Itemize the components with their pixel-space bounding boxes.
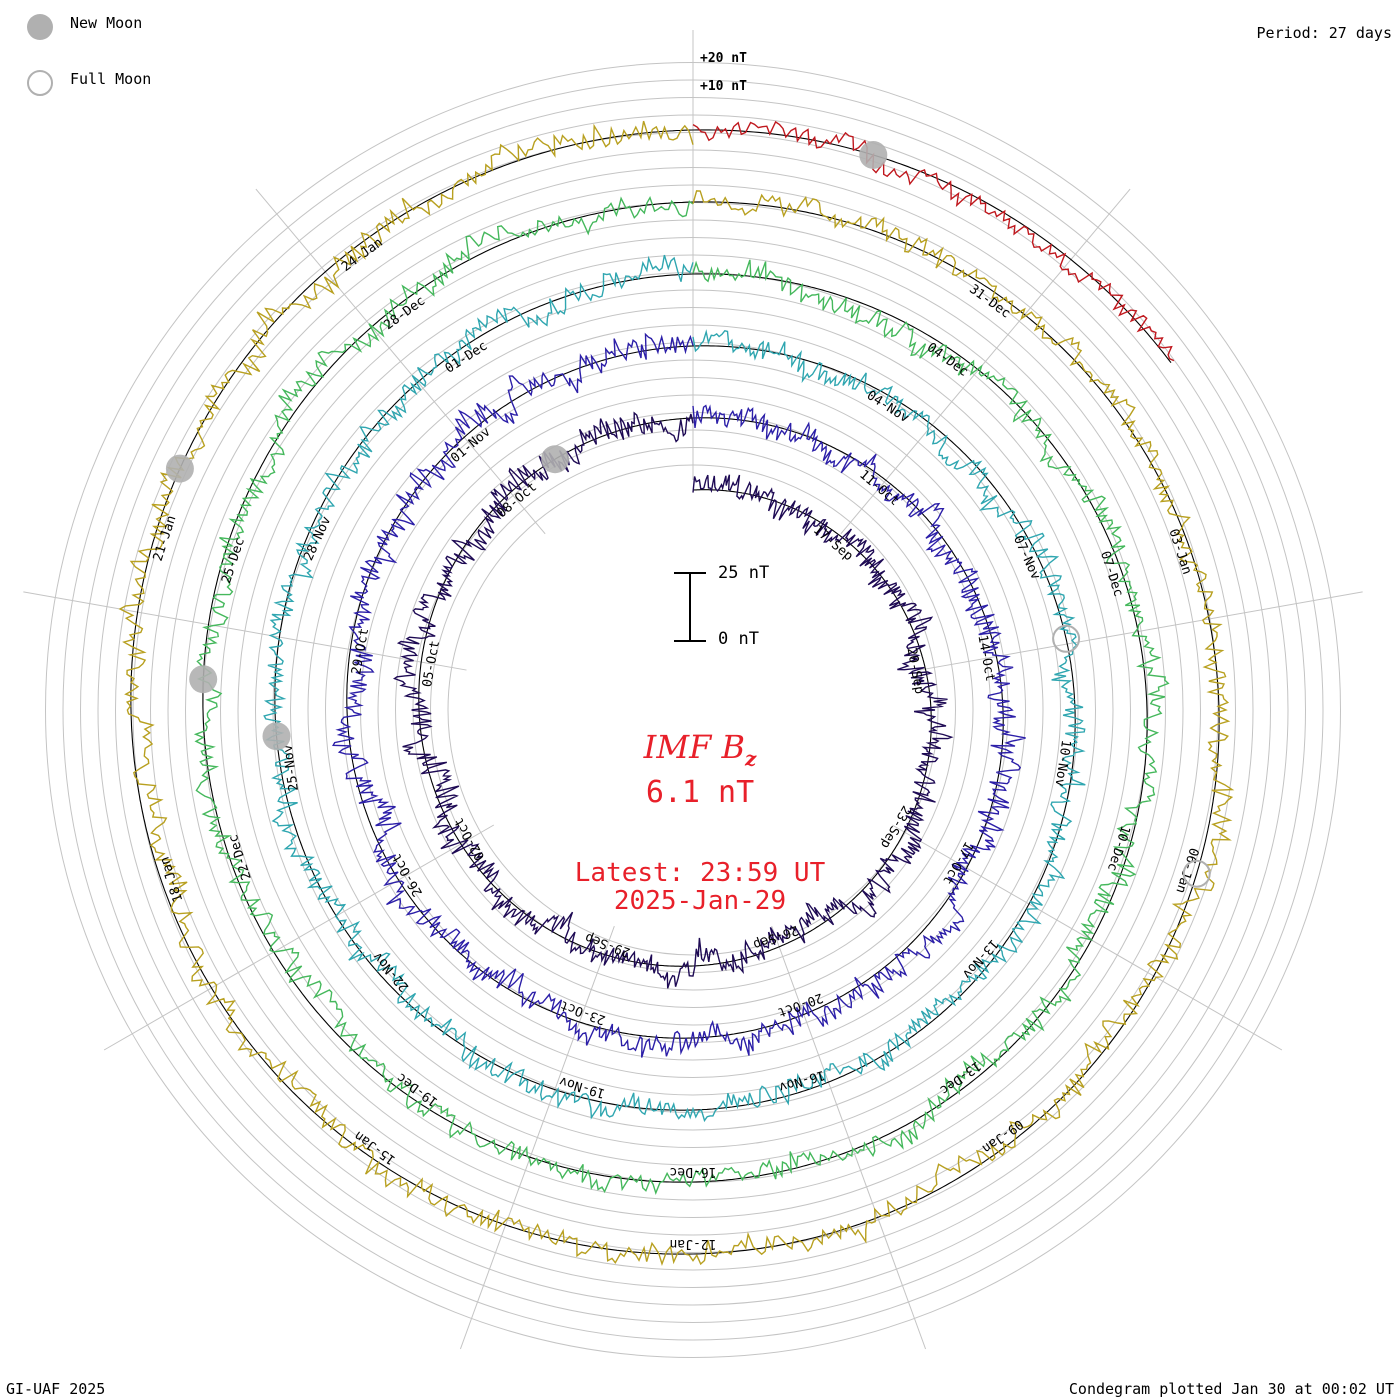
series-line-5 (118, 120, 1235, 1266)
baseline-spiral-5 (130, 129, 1220, 1255)
date-label: 14-Oct (974, 634, 997, 683)
grid-spoke (103, 824, 495, 1051)
center-latest-date: 2025-Jan-29 (613, 886, 787, 916)
grid-spoke (23, 591, 467, 671)
series-line-6 (692, 120, 1175, 362)
new-moon-marker (859, 141, 888, 169)
grid-spoke (840, 188, 1131, 535)
center-title: IMF Bz (0, 728, 1400, 770)
date-label: 04-Nov (864, 388, 912, 426)
center-value: 6.1 nT (645, 775, 755, 810)
new-moon-marker (189, 665, 218, 694)
period-label: Period: 27 days (1256, 24, 1392, 42)
date-label: 03-Jan (1165, 527, 1194, 576)
center-title-subscript: z (744, 746, 757, 771)
grid-ring (395, 412, 991, 1008)
date-label: 12-Jan (670, 1236, 717, 1251)
center-title-text: IMF B (643, 728, 745, 766)
baseline-spiral-1 (418, 417, 932, 967)
new-moon-marker-icon (27, 14, 53, 40)
series-line-1 (392, 411, 954, 989)
baseline-spiral-2 (346, 345, 1004, 1039)
scale-bar-bottom-label: 0 nT (718, 629, 759, 649)
new-moon-marker (165, 454, 194, 483)
date-label: 20-Sep (904, 646, 927, 695)
date-label: 21-Jan (151, 514, 180, 563)
new-moon-marker (262, 722, 291, 751)
date-label: 10-Nov (1052, 739, 1074, 788)
date-label: 25-Dec (219, 536, 248, 585)
legend-new-moon-label: New Moon (70, 14, 143, 32)
full-moon-marker (1052, 624, 1081, 653)
grid-spoke (255, 188, 546, 535)
date-label: 26-Sep (751, 922, 800, 952)
date-label: 31-Dec (966, 282, 1013, 322)
scale-bar: 25 nT 0 nT (670, 563, 810, 655)
credit-label: GI-UAF 2025 (6, 1380, 106, 1398)
date-label: 16-Nov (777, 1067, 826, 1095)
plotted-timestamp: Condegram plotted Jan 30 at 00:02 UT (1068, 1380, 1394, 1398)
series-line-3 (263, 254, 1086, 1123)
series-line-4 (193, 195, 1170, 1195)
series-line-2 (332, 332, 1026, 1058)
date-label: 16-Dec (670, 1164, 717, 1179)
grid-spoke (771, 925, 927, 1350)
date-label: 04-Dec (924, 340, 971, 380)
date-label: 25-Nov (280, 743, 302, 792)
reference-ring-label: +20 nT (700, 51, 747, 66)
scale-bar-line (674, 572, 706, 642)
grid-spoke (459, 925, 615, 1350)
scale-bar-top-label: 25 nT (718, 563, 770, 583)
center-latest-time: Latest: 23:59 UT (574, 858, 826, 888)
full-moon-marker (1182, 859, 1211, 888)
legend-full-moon-label: Full Moon (70, 70, 152, 88)
baseline-spiral-6 (692, 129, 1172, 364)
new-moon-marker (541, 445, 570, 474)
full-moon-marker-icon (27, 70, 53, 96)
grid-spoke (919, 591, 1363, 671)
reference-ring-label: +10 nT (700, 79, 747, 94)
